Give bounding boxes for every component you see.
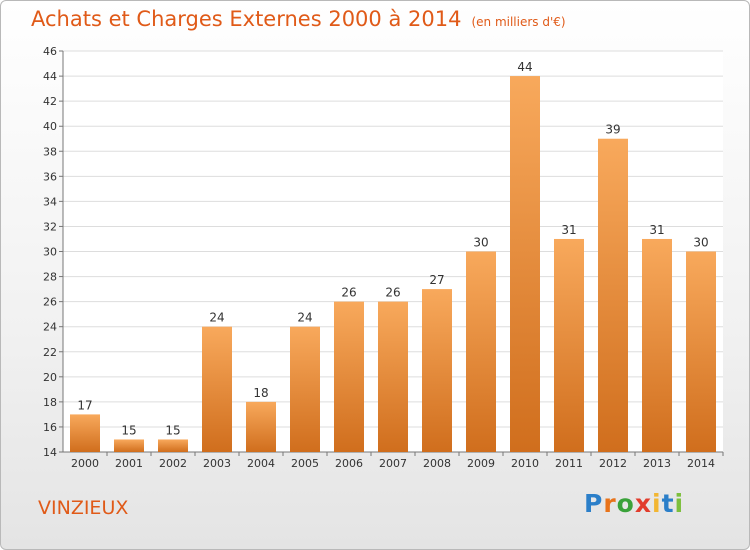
bar bbox=[158, 439, 188, 452]
bar-value-label: 26 bbox=[385, 286, 400, 300]
bar-value-label: 24 bbox=[297, 311, 312, 325]
x-tick-label: 2006 bbox=[335, 457, 363, 470]
x-tick-label: 2012 bbox=[599, 457, 627, 470]
y-tick-label: 36 bbox=[43, 170, 57, 183]
y-tick-label: 30 bbox=[43, 246, 57, 259]
bar-value-label: 30 bbox=[693, 236, 708, 250]
y-tick-label: 32 bbox=[43, 220, 57, 233]
bar-value-label: 18 bbox=[253, 386, 268, 400]
y-tick-label: 24 bbox=[43, 321, 57, 334]
bar bbox=[70, 414, 100, 452]
y-tick-label: 38 bbox=[43, 145, 57, 158]
x-tick-label: 2011 bbox=[555, 457, 583, 470]
y-tick-label: 42 bbox=[43, 95, 57, 108]
y-tick-label: 16 bbox=[43, 421, 57, 434]
x-tick-label: 2013 bbox=[643, 457, 671, 470]
x-tick-label: 2007 bbox=[379, 457, 407, 470]
y-tick-label: 18 bbox=[43, 396, 57, 409]
x-tick-label: 2002 bbox=[159, 457, 187, 470]
bar-value-label: 26 bbox=[341, 286, 356, 300]
bar bbox=[422, 289, 452, 452]
commune-name: VINZIEUX bbox=[38, 497, 129, 519]
bar-value-label: 17 bbox=[77, 398, 92, 412]
x-tick-label: 2008 bbox=[423, 457, 451, 470]
x-tick-label: 2000 bbox=[71, 457, 99, 470]
y-tick-label: 20 bbox=[43, 371, 57, 384]
logo-letter: i bbox=[652, 489, 662, 518]
bar bbox=[114, 439, 144, 452]
x-tick-label: 2010 bbox=[511, 457, 539, 470]
proxiti-logo: Proxiti bbox=[584, 489, 684, 518]
bar bbox=[642, 238, 672, 452]
bar bbox=[290, 326, 320, 452]
bar bbox=[466, 251, 496, 452]
bar bbox=[202, 326, 232, 452]
x-tick-label: 2001 bbox=[115, 457, 143, 470]
bar-value-label: 24 bbox=[209, 311, 224, 325]
chart-title: Achats et Charges Externes 2000 à 2014 (e… bbox=[31, 7, 566, 31]
logo-letter: x bbox=[634, 489, 652, 518]
bar bbox=[510, 76, 540, 452]
x-tick-label: 2005 bbox=[291, 457, 319, 470]
bar-value-label: 15 bbox=[165, 423, 180, 437]
logo-letter: r bbox=[603, 489, 617, 518]
logo-letter: P bbox=[584, 489, 604, 518]
x-tick-label: 2014 bbox=[687, 457, 715, 470]
bar-value-label: 15 bbox=[121, 423, 136, 437]
x-tick-label: 2003 bbox=[203, 457, 231, 470]
chart-subtitle: (en milliers d'€) bbox=[471, 15, 566, 29]
x-tick-label: 2004 bbox=[247, 457, 275, 470]
x-tick-label: 2009 bbox=[467, 457, 495, 470]
bar bbox=[598, 138, 628, 452]
logo-letter: i bbox=[674, 489, 685, 518]
bar-value-label: 31 bbox=[561, 223, 576, 237]
bar-value-label: 30 bbox=[473, 236, 488, 250]
bar bbox=[554, 238, 584, 452]
y-tick-label: 26 bbox=[43, 296, 57, 309]
y-tick-label: 22 bbox=[43, 346, 57, 359]
bar bbox=[378, 301, 408, 452]
bar bbox=[686, 251, 716, 452]
y-tick-label: 28 bbox=[43, 271, 57, 284]
bar-value-label: 31 bbox=[649, 223, 664, 237]
y-tick-label: 44 bbox=[43, 70, 57, 83]
bar-value-label: 44 bbox=[517, 60, 532, 74]
y-tick-label: 40 bbox=[43, 120, 57, 133]
logo-letter: o bbox=[616, 489, 635, 518]
bar-value-label: 27 bbox=[429, 273, 444, 287]
y-tick-label: 46 bbox=[43, 45, 57, 58]
chart-title-text: Achats et Charges Externes 2000 à 2014 bbox=[31, 7, 462, 31]
bar-value-label: 39 bbox=[605, 123, 620, 137]
logo-letter: t bbox=[661, 489, 675, 518]
y-tick-label: 34 bbox=[43, 195, 57, 208]
y-tick-label: 14 bbox=[43, 446, 57, 459]
bar bbox=[334, 301, 364, 452]
bar bbox=[246, 401, 276, 452]
